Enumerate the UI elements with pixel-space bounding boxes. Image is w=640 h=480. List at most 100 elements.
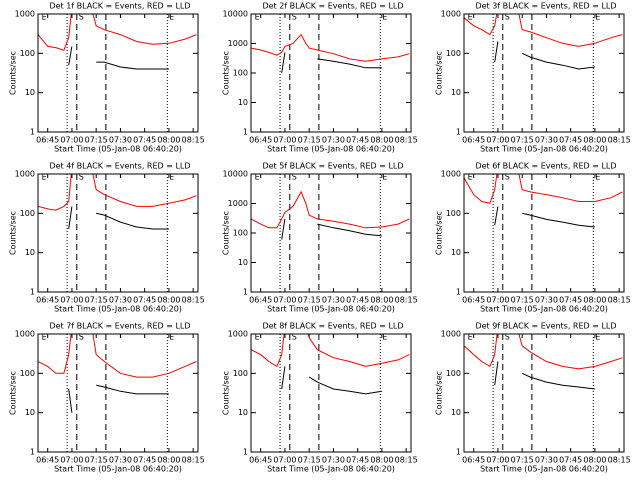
- panel: Det 4f BLACK = Events, RED = LLD Start Ti…: [9, 162, 205, 314]
- x-tick-label: 06:45: [462, 136, 485, 145]
- x-tick-label: 06:45: [462, 296, 485, 305]
- y-tick-label: 1: [456, 288, 461, 297]
- annotation: E: [468, 173, 473, 182]
- y-axis-label: Counts/sec: [222, 371, 231, 415]
- chart-title: Det 3f BLACK = Events, RED = LLD: [475, 2, 616, 11]
- series-line: [494, 206, 595, 228]
- x-tick-label: 08:00: [583, 456, 606, 465]
- x-tick-label: 07:00: [486, 296, 509, 305]
- x-axis-label: Start Time (05-Jan-08 06:40:20): [54, 145, 182, 154]
- y-tick-label: 1000: [15, 10, 35, 19]
- annotation: E: [382, 333, 387, 342]
- series-line: [38, 174, 197, 211]
- y-tick-label: 1: [30, 288, 35, 297]
- x-tick-label: 07:15: [511, 296, 534, 305]
- x-tick-label: 07:45: [133, 296, 156, 305]
- y-tick-label: 1: [243, 448, 248, 457]
- y-tick-label: 1: [30, 128, 35, 137]
- panel: Det 8f BLACK = Events, RED = LLD Start Ti…: [222, 322, 418, 474]
- y-tick-label: 1: [243, 288, 248, 297]
- x-tick-label: 08:00: [583, 136, 606, 145]
- series-line: [251, 334, 410, 368]
- x-tick-label: 08:00: [157, 136, 180, 145]
- x-tick-label: 07:00: [486, 456, 509, 465]
- y-tick-label: 1000: [441, 170, 461, 179]
- annotation: E: [595, 333, 600, 342]
- y-tick-label: 1: [243, 128, 248, 137]
- y-axis-label: Counts/sec: [435, 51, 444, 95]
- annotation: S: [79, 13, 84, 22]
- x-tick-label: 08:15: [395, 136, 418, 145]
- y-axis-label: Counts/sec: [435, 211, 444, 255]
- y-tick-label: 100: [446, 209, 461, 218]
- x-tick-label: 07:30: [322, 456, 345, 465]
- x-tick-label: 07:00: [273, 296, 296, 305]
- annotation: E: [595, 173, 600, 182]
- chart-title: Det 5f BLACK = Events, RED = LLD: [262, 162, 403, 171]
- annotation: S: [79, 173, 84, 182]
- x-axis-label: Start Time (05-Jan-08 06:40:20): [480, 145, 608, 154]
- plot-frame: [37, 173, 199, 293]
- x-tick-label: 07:00: [60, 136, 83, 145]
- plot-frame: [250, 13, 412, 133]
- x-tick-label: 07:00: [273, 456, 296, 465]
- annotation: E: [382, 173, 387, 182]
- x-tick-label: 08:15: [395, 296, 418, 305]
- y-tick-label: 1000: [228, 330, 248, 339]
- series-line: [281, 218, 382, 240]
- x-tick-label: 08:15: [395, 456, 418, 465]
- x-tick-label: 06:45: [36, 456, 59, 465]
- x-tick-label: 07:15: [298, 456, 321, 465]
- chart-title: Det 1f BLACK = Events, RED = LLD: [49, 2, 190, 11]
- y-tick-label: 100: [233, 369, 248, 378]
- x-tick-label: 07:15: [511, 456, 534, 465]
- x-tick-label: 07:30: [109, 296, 132, 305]
- x-tick-label: 07:00: [273, 136, 296, 145]
- x-tick-label: 07:45: [559, 296, 582, 305]
- y-axis-label: Counts/sec: [222, 211, 231, 255]
- y-axis-label: Counts/sec: [222, 51, 231, 95]
- chart-title: Det 7f BLACK = Events, RED = LLD: [49, 322, 190, 331]
- y-tick-label: 10: [451, 408, 461, 417]
- plot-frame: [463, 173, 625, 293]
- series-line: [38, 14, 197, 51]
- plot-frame: [463, 333, 625, 453]
- y-tick-label: 10: [451, 88, 461, 97]
- y-tick-label: 1000: [228, 39, 248, 48]
- y-tick-label: 100: [20, 49, 35, 58]
- x-tick-label: 07:00: [486, 136, 509, 145]
- y-tick-label: 10: [25, 248, 35, 257]
- x-tick-label: 07:30: [535, 136, 558, 145]
- y-axis-label: Counts/sec: [9, 51, 18, 95]
- y-tick-label: 1: [456, 448, 461, 457]
- x-tick-label: 07:30: [535, 296, 558, 305]
- x-axis-label: Start Time (05-Jan-08 06:40:20): [480, 465, 608, 474]
- y-tick-label: 100: [446, 369, 461, 378]
- panel: Det 9f BLACK = Events, RED = LLD Start Ti…: [435, 322, 631, 474]
- x-tick-label: 06:45: [36, 296, 59, 305]
- annotation: S: [79, 333, 84, 342]
- annotation: E: [42, 173, 47, 182]
- annotation: E: [382, 13, 387, 22]
- y-tick-label: 10: [25, 88, 35, 97]
- x-tick-label: 08:00: [370, 456, 393, 465]
- y-tick-label: 10: [25, 408, 35, 417]
- x-tick-label: 08:00: [370, 136, 393, 145]
- y-axis-label: Counts/sec: [435, 371, 444, 415]
- x-axis-label: Start Time (05-Jan-08 06:40:20): [267, 305, 395, 314]
- y-tick-label: 10: [238, 98, 248, 107]
- annotation: E: [169, 333, 174, 342]
- x-tick-label: 07:15: [85, 296, 108, 305]
- x-tick-label: 07:15: [85, 456, 108, 465]
- plot-frame: [250, 333, 412, 453]
- series-line: [68, 46, 169, 70]
- x-tick-label: 06:45: [462, 456, 485, 465]
- annotation: E: [255, 333, 260, 342]
- annotation: E: [255, 173, 260, 182]
- series-line: [38, 334, 197, 378]
- y-tick-label: 10000: [223, 10, 248, 19]
- y-axis-label: Counts/sec: [9, 211, 18, 255]
- x-tick-label: 07:30: [535, 456, 558, 465]
- series-line: [464, 174, 623, 204]
- annotation: E: [169, 173, 174, 182]
